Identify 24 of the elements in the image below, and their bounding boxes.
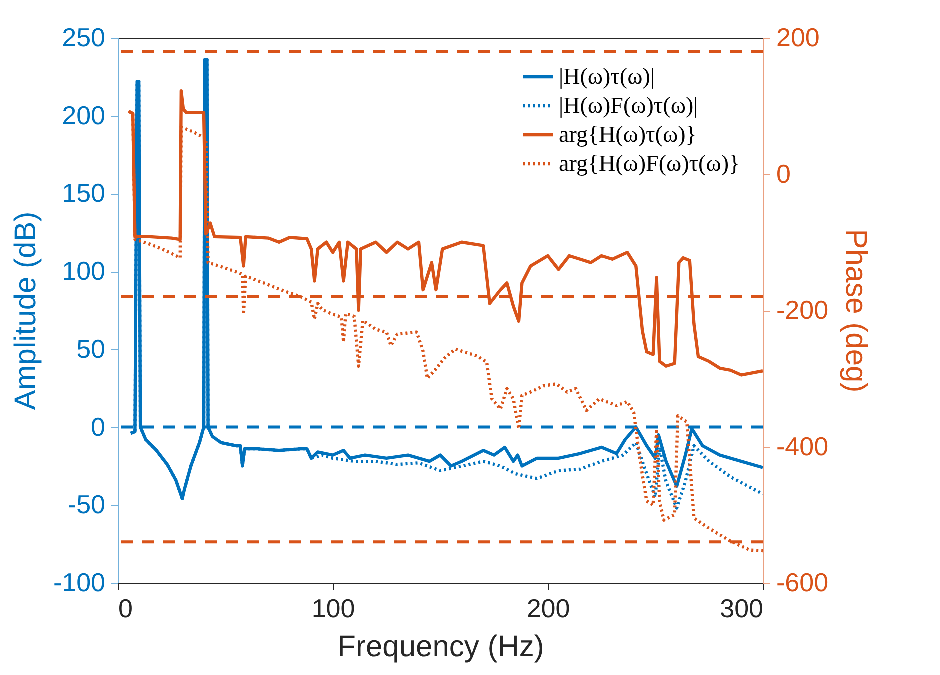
x-axis-title: Frequency (Hz) [338, 630, 544, 664]
y-tick-label: -100 [53, 568, 106, 598]
x-tick-label: 300 [720, 594, 764, 624]
y-axis-title: Amplitude (dB) [9, 212, 42, 410]
y-tick-label: 250 [62, 22, 106, 52]
y2-tick-label: -400 [776, 431, 829, 462]
legend-label: |H(ω)F(ω)τ(ω)| [559, 93, 698, 118]
y2-tick-label: -600 [776, 568, 829, 598]
y-tick-label: 0 [91, 412, 106, 442]
legend-label: arg{H(ω)F(ω)τ(ω)} [559, 151, 740, 176]
legend-label: arg{H(ω)τ(ω)} [559, 122, 697, 147]
y-tick-label: 100 [62, 256, 106, 286]
y-tick-label: -50 [68, 490, 106, 520]
y-tick-label: 150 [62, 178, 106, 208]
y-tick-label: 200 [62, 100, 106, 130]
y-tick-label: 50 [76, 334, 106, 364]
legend-label: |H(ω)τ(ω)| [559, 64, 655, 89]
x-tick-label: 100 [312, 594, 356, 624]
y2-tick-label: 0 [776, 158, 791, 189]
y2-tick-label: -200 [776, 295, 829, 325]
x-tick-label: 200 [526, 594, 570, 624]
y2-tick-label: 200 [776, 22, 820, 52]
x-tick-label: 0 [118, 594, 133, 624]
y2-axis-title: Phase (deg) [840, 229, 873, 393]
